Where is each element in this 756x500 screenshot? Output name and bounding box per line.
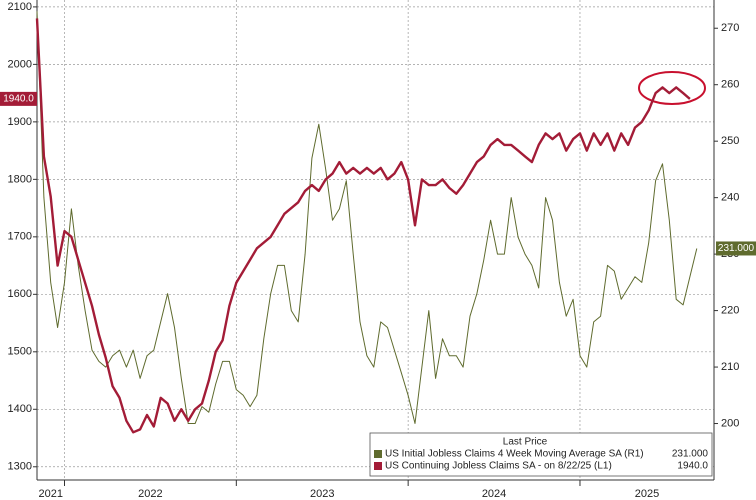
- y-tick-label: 1800: [8, 173, 32, 185]
- y-tick-label: 1600: [8, 288, 32, 300]
- series-line: [35, 18, 691, 434]
- y2-tick-label: 270: [721, 22, 739, 34]
- x-tick-label: 2022: [138, 488, 162, 500]
- last-value-tag: [0, 91, 37, 106]
- highlight-ellipse: [638, 71, 706, 105]
- x-tick-label: 2023: [310, 488, 334, 500]
- legend-value: 1940.0: [677, 461, 708, 472]
- y2-tick-label: 260: [721, 79, 739, 91]
- legend-label: US Initial Jobless Claims 4 Week Moving …: [385, 449, 644, 460]
- y2-tick-label: 200: [721, 417, 739, 429]
- last-value-label: 1940.0: [3, 94, 34, 105]
- y-tick-label: 1300: [8, 461, 32, 473]
- grid-layer: [37, 0, 714, 480]
- legend-box: [369, 432, 713, 477]
- legend-swatch: [374, 462, 382, 470]
- y2-tick-label: 220: [721, 304, 739, 316]
- y-tick-label: 1900: [8, 116, 32, 128]
- x-tick-label: 2025: [635, 488, 659, 500]
- legend-swatch: [374, 450, 382, 458]
- y2-tick-label: 240: [721, 192, 739, 204]
- y-tick-label: 2100: [8, 1, 32, 13]
- legend-title: Last Price: [503, 437, 548, 448]
- legend-value: 231.000: [672, 449, 709, 460]
- y-tick-label: 2000: [8, 58, 32, 70]
- y-tick-label: 1400: [8, 403, 32, 415]
- x-tick-label: 2024: [482, 488, 506, 500]
- y-tick-label: 1700: [8, 231, 32, 243]
- y2-tick-label: 250: [721, 135, 739, 147]
- last-value-tag: [716, 241, 756, 256]
- x-tick-label: 2021: [39, 488, 63, 500]
- legend-label: US Continuing Jobless Claims SA - on 8/2…: [385, 461, 612, 472]
- last-value-label: 231.000: [718, 243, 755, 254]
- y-tick-label: 1500: [8, 346, 32, 358]
- y2-tick-label: 210: [721, 361, 739, 373]
- series-line: [36, 11, 698, 424]
